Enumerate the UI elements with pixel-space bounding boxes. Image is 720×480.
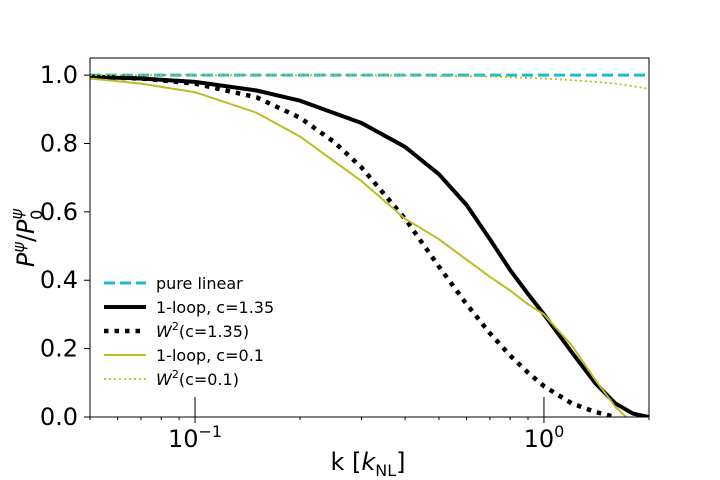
series-line-5	[90, 74, 649, 90]
legend-label: 1-loop, c=0.1	[156, 346, 264, 365]
legend-label: 1-loop, c=1.35	[156, 298, 274, 317]
x-axis-label: k [kNL]	[330, 448, 405, 480]
y-tick-label: 1.0	[40, 61, 78, 89]
y-tick-label: 0.6	[40, 198, 78, 226]
y-axis-label: Pψ/Pψ0	[7, 208, 46, 267]
plot-frame	[89, 57, 650, 418]
legend-label: pure linear	[156, 274, 243, 293]
x-tick-label: 10−1	[168, 422, 222, 453]
x-tick-label: 100	[524, 422, 565, 453]
y-tick-label: 0.2	[40, 335, 78, 363]
x-axis: 10−1 100	[89, 397, 650, 453]
series-line-3	[90, 74, 616, 417]
y-tick-label: 0.8	[40, 129, 78, 157]
series-line-4	[90, 77, 627, 417]
legend-label: W2(c=1.35)	[156, 320, 249, 341]
y-tick-label: 0.4	[40, 266, 78, 294]
legend: pure linear 1-loop, c=1.35 W2(c=1.35) 1-loo…	[104, 274, 274, 389]
y-axis: 0.0 0.2 0.4 0.6 0.8 1.0	[40, 61, 90, 431]
legend-label: W2(c=0.1)	[156, 368, 239, 389]
series-line-2	[90, 74, 649, 417]
y-tick-label: 0.0	[40, 403, 78, 431]
series-layer	[90, 73, 649, 417]
